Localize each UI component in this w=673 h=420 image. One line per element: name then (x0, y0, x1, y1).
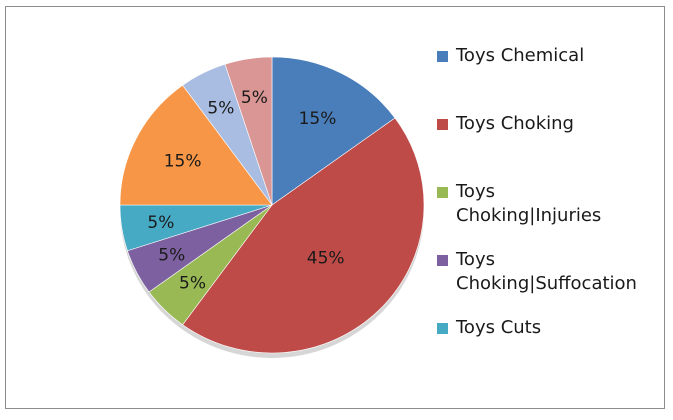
pie-slice (182, 117, 425, 354)
slice-data-label: 5% (158, 246, 185, 266)
slice-data-label: 5% (147, 213, 174, 233)
slice-data-label: 5% (241, 88, 268, 108)
legend-item: Toys Chemical (434, 44, 666, 68)
slice-data-label: 5% (207, 98, 234, 118)
legend-label: Choking|Injuries (456, 205, 602, 226)
legend-swatch (437, 51, 448, 62)
slice-data-label: 5% (179, 273, 206, 293)
legend-swatch (437, 187, 448, 198)
pie-slices (119, 56, 425, 358)
slice-data-label: 15% (299, 109, 337, 129)
legend-item: Toys Cuts (434, 316, 666, 340)
legend-label: Toys Chemical (456, 45, 585, 66)
legend-label: Toys Choking (456, 113, 574, 134)
legend-swatch (437, 323, 448, 334)
legend-label: Toys (456, 181, 495, 202)
slice-data-label: 45% (307, 248, 345, 268)
legend-swatch (437, 119, 448, 130)
pie-slice (119, 84, 273, 206)
legend-item: Toys Choking|Injuries (434, 180, 666, 228)
pie-slice (224, 56, 273, 206)
slice-data-label: 15% (164, 152, 202, 172)
legend-label: Toys Cuts (456, 317, 542, 338)
pie-slice (271, 56, 396, 206)
legend-label: Toys (456, 249, 495, 270)
legend-swatch (437, 255, 448, 266)
legend-item: Toys Choking (434, 112, 666, 136)
legend-label: Choking|Suffocation (456, 273, 637, 294)
pie-labels: 15% 45% 5% 5% 5% 15% 5% 5% (147, 88, 344, 294)
legend-item: Toys Choking|Suffocation (434, 248, 666, 296)
chart-legend: Toys Chemical Toys Choking Toys Choking|Inj… (434, 44, 666, 340)
